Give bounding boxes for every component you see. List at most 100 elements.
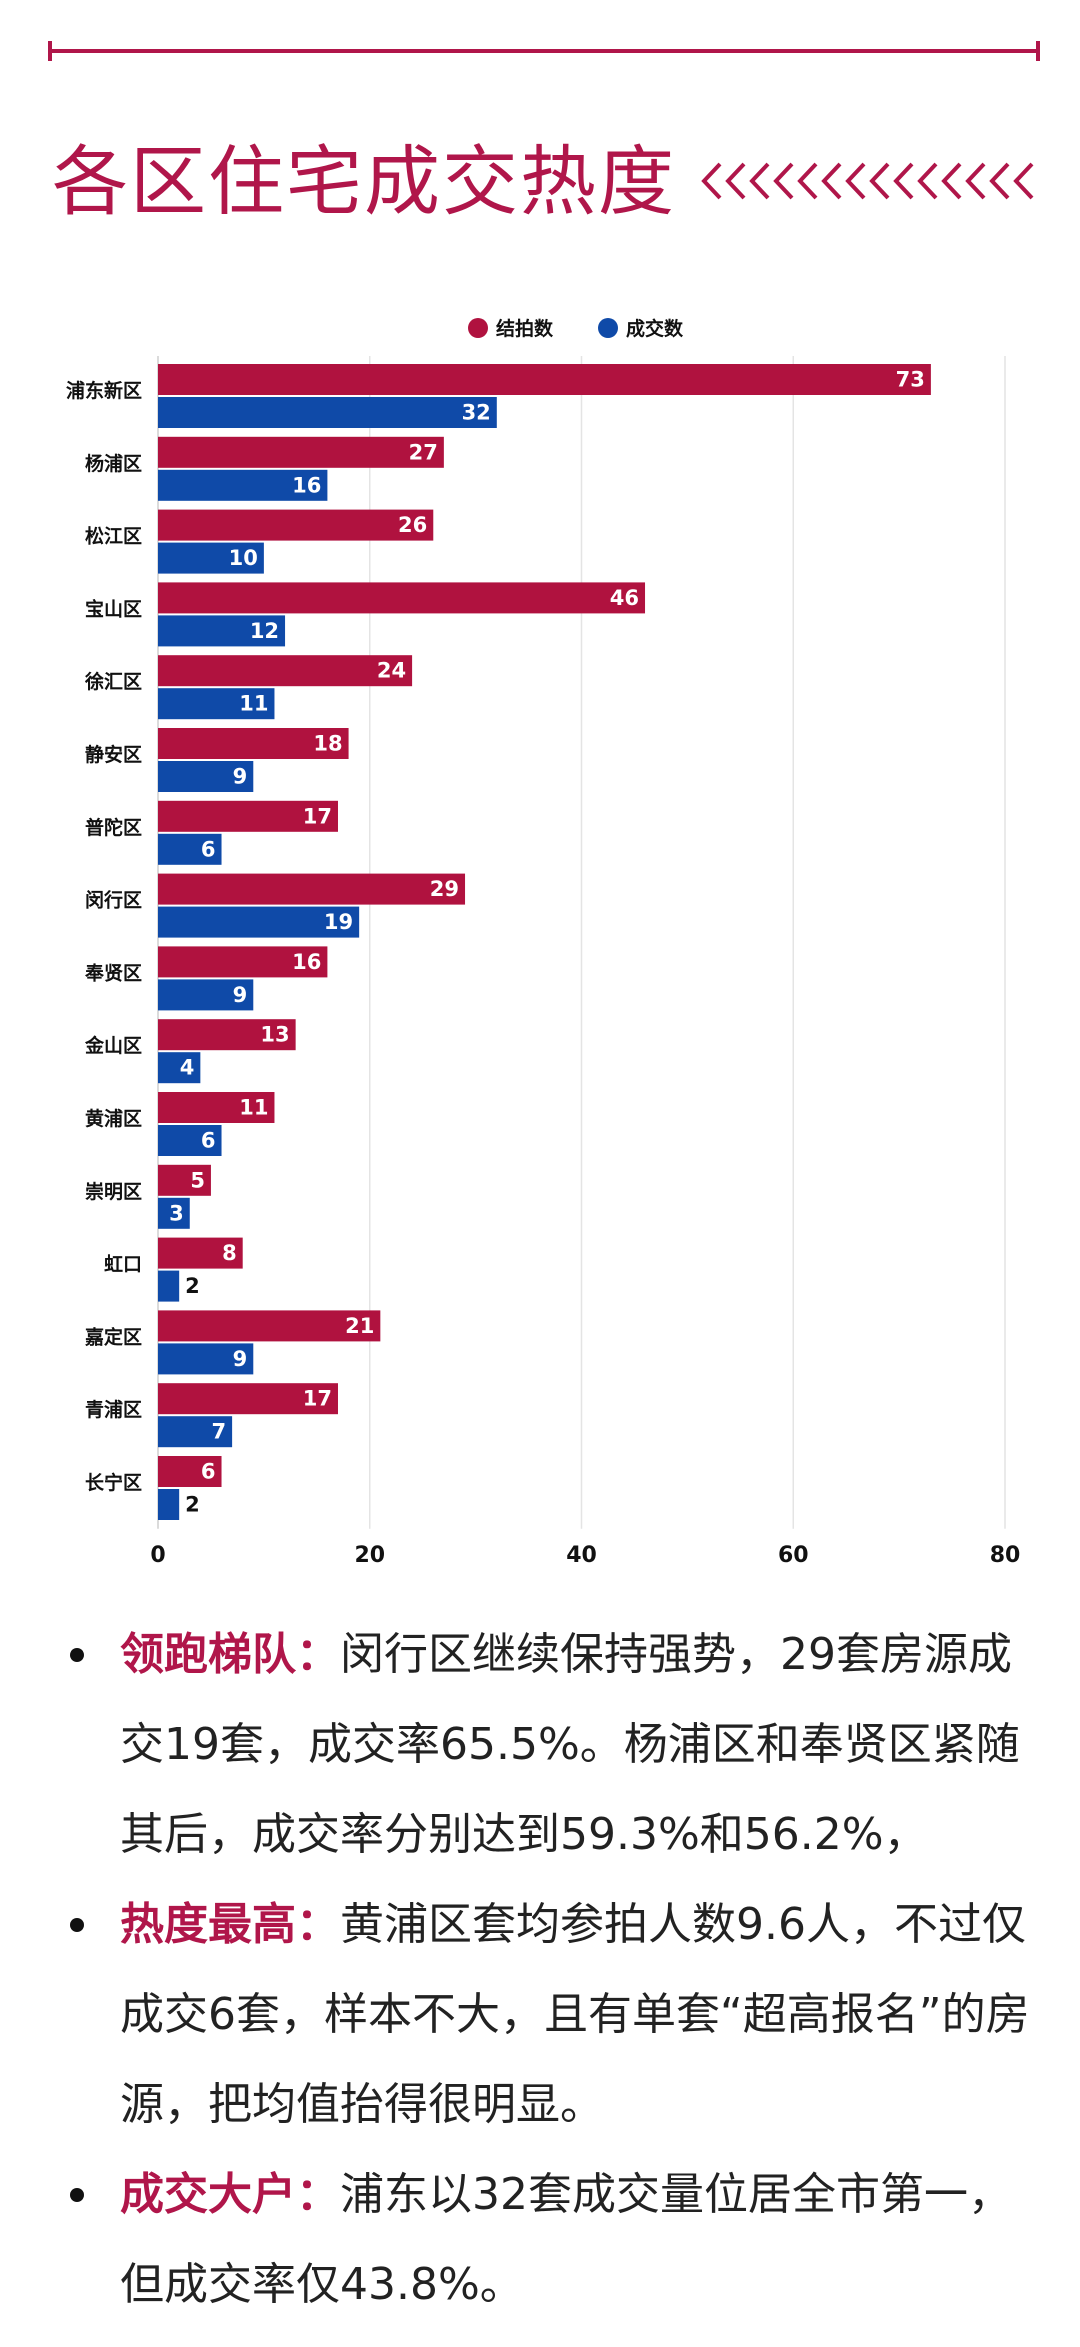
note-text: 闵行区继续保持强势，29套房源成交19套，成交率65.5%。杨浦区和奉贤区紧随其…: [120, 1629, 1020, 1860]
bar: [158, 1270, 180, 1302]
bar: [158, 655, 413, 687]
bar: [158, 1052, 201, 1084]
notes-list: 领跑梯队：闵行区继续保持强势，29套房源成交19套，成交率65.5%。杨浦区和奉…: [70, 1610, 1050, 2330]
category-label: 闵行区: [85, 889, 142, 912]
category-label: 宝山区: [85, 597, 142, 620]
data-label: 19: [324, 910, 353, 934]
bar: [158, 615, 286, 647]
bar: [158, 833, 222, 865]
category-label: 松江区: [85, 525, 142, 548]
x-tick-label: 0: [150, 1543, 165, 1568]
category-label: 崇明区: [85, 1180, 142, 1203]
bar: [158, 728, 349, 759]
data-label: 10: [229, 546, 258, 570]
category-label: 徐汇区: [84, 670, 142, 693]
data-label: 7: [211, 1420, 226, 1444]
note-item: 热度最高：黄浦区套均参拍人数9.6人，不过仅成交6套，样本不大，且有单套“超高报…: [70, 1880, 1050, 2150]
category-label: 静安区: [85, 743, 142, 766]
note-key: 领跑梯队：: [120, 1629, 340, 1680]
data-label: 11: [239, 1096, 268, 1120]
category-label: 浦东新区: [66, 379, 142, 402]
bullet-icon: [70, 1648, 84, 1662]
bar: [158, 542, 264, 574]
note-item: 领跑梯队：闵行区继续保持强势，29套房源成交19套，成交率65.5%。杨浦区和奉…: [70, 1610, 1050, 1880]
category-label: 黄浦区: [85, 1107, 142, 1130]
category-label: 嘉定区: [84, 1325, 142, 1348]
bullet-icon: [70, 1918, 84, 1932]
bar: [158, 1489, 180, 1520]
data-label: 12: [250, 619, 279, 643]
data-label: 17: [303, 804, 332, 828]
data-label: 4: [180, 1056, 195, 1080]
legend-marker: [468, 318, 488, 338]
x-tick-label: 20: [354, 1543, 385, 1568]
bar: [158, 688, 275, 720]
data-label: 16: [292, 950, 321, 974]
note-item: 成交大户：浦东以32套成交量位居全市第一，但成交率仅43.8%。: [70, 2150, 1050, 2330]
legend-label: 结拍数: [496, 317, 554, 340]
bar: [158, 800, 338, 832]
data-label: 13: [260, 1023, 289, 1047]
bar: [158, 469, 328, 501]
bar: [158, 761, 254, 792]
data-label: 11: [239, 692, 268, 716]
x-tick-label: 60: [778, 1543, 809, 1568]
note-text: 黄浦区套均参拍人数9.6人，不过仅成交6套，样本不大，且有单套“超高报名”的房源…: [120, 1899, 1030, 2130]
data-label: 6: [201, 1460, 216, 1484]
bar: [158, 509, 434, 541]
x-tick-label: 80: [990, 1543, 1021, 1568]
data-label: 26: [398, 513, 427, 537]
note-key: 成交大户：: [120, 2169, 340, 2220]
bar: [158, 946, 328, 978]
bar: [158, 1383, 338, 1415]
category-label: 虹口: [104, 1253, 142, 1276]
data-label: 32: [462, 401, 491, 425]
data-label: 29: [430, 877, 459, 901]
bar: [158, 436, 444, 468]
bullet-icon: [70, 2188, 84, 2202]
legend-label: 成交数: [626, 317, 684, 340]
category-label: 青浦区: [85, 1398, 142, 1421]
category-label: 普陀区: [85, 816, 142, 839]
bar: [158, 1456, 222, 1487]
top-divider: [48, 41, 1040, 61]
data-label: 73: [896, 368, 925, 392]
x-tick-label: 40: [566, 1543, 597, 1568]
bar: [158, 1310, 381, 1342]
data-label: 3: [169, 1201, 184, 1225]
data-label: 6: [201, 1129, 216, 1153]
bar: [158, 873, 466, 905]
bar: [158, 397, 497, 428]
bar: [158, 1125, 222, 1156]
data-label: 9: [233, 765, 248, 789]
category-label: 金山区: [84, 1034, 142, 1057]
data-label: 46: [610, 586, 639, 610]
legend-marker: [598, 318, 618, 338]
data-label: 24: [377, 659, 406, 683]
note-key: 热度最高：: [120, 1899, 340, 1950]
data-label: 9: [233, 983, 248, 1007]
page-title: 各区住宅成交热度: [52, 137, 676, 226]
chevron-left-icon: [701, 162, 1034, 200]
data-label: 6: [201, 837, 216, 861]
data-label: 5: [190, 1168, 205, 1192]
category-label: 长宁区: [85, 1471, 142, 1494]
data-label: 21: [345, 1314, 374, 1338]
bar: [158, 1416, 233, 1448]
data-label: 18: [313, 732, 342, 756]
note-text: 浦东以32套成交量位居全市第一，但成交率仅43.8%。: [120, 2169, 1012, 2310]
bar: [158, 1092, 275, 1123]
data-label: 9: [233, 1347, 248, 1371]
bar: [158, 1164, 211, 1196]
data-label: 27: [409, 440, 438, 464]
bar: [158, 1237, 243, 1269]
bar: [158, 1343, 254, 1375]
category-label: 奉贤区: [84, 961, 142, 984]
bar: [158, 906, 360, 938]
data-label: 8: [222, 1241, 237, 1265]
bar: [158, 364, 931, 395]
bar: [158, 979, 254, 1011]
bar: [158, 1197, 190, 1229]
bar: [158, 1019, 296, 1051]
